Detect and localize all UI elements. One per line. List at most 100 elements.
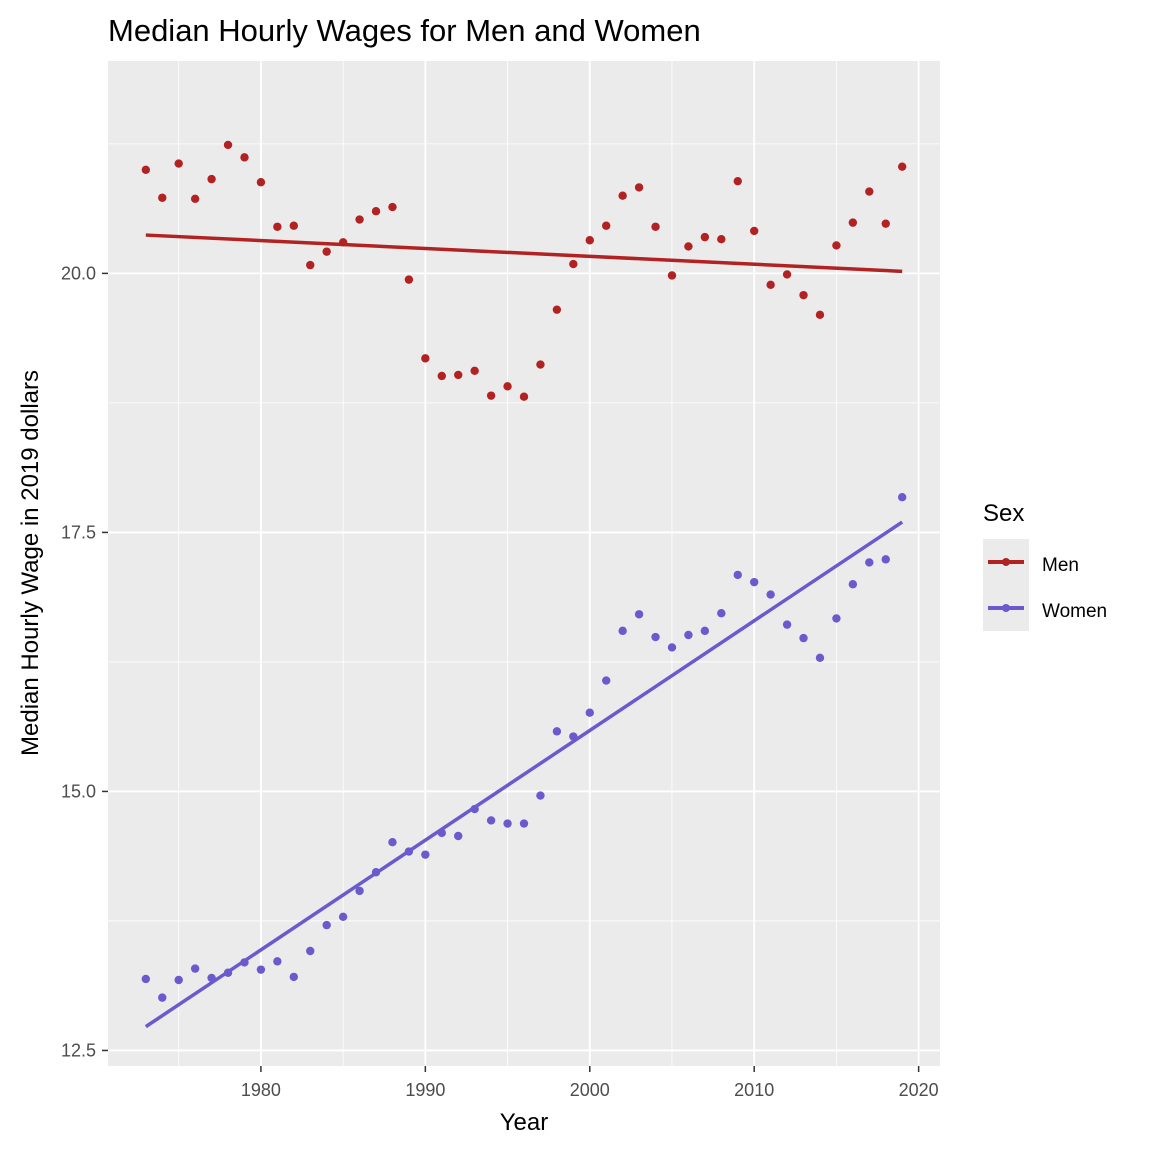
women-point	[306, 946, 315, 956]
y-axis-title: Median Hourly Wage in 2019 dollars	[17, 370, 44, 756]
women-trend-line	[144, 520, 904, 1029]
x-tick-label: 2020	[899, 1080, 939, 1100]
y-tick-label: 17.5	[61, 522, 96, 542]
women-point	[437, 828, 446, 838]
women-point	[865, 558, 874, 567]
plot-panel	[108, 61, 940, 1066]
men-point	[848, 218, 858, 227]
men-point	[207, 174, 216, 184]
men-point	[602, 221, 611, 230]
men-point	[749, 226, 759, 236]
women-point	[273, 957, 282, 966]
tick-labels: 1980 1990 2000 2010 2020 12.5 15.0 17.5 20.0	[61, 263, 939, 1100]
legend-label-women: Women	[1042, 601, 1107, 622]
women-point	[766, 590, 775, 599]
men-point	[684, 242, 693, 251]
men-point	[700, 232, 710, 242]
men-point	[618, 191, 627, 200]
women-point	[832, 614, 841, 623]
women-point	[190, 964, 200, 973]
men-point	[355, 215, 364, 224]
men-point	[371, 207, 381, 216]
women-point	[470, 804, 479, 814]
women-point	[519, 819, 529, 828]
women-point	[848, 580, 858, 589]
men-point	[536, 360, 545, 369]
men-point	[766, 280, 775, 289]
legend-label-men: Men	[1042, 555, 1079, 576]
men-point	[667, 271, 677, 280]
men-point	[421, 354, 430, 363]
men-point	[881, 219, 890, 228]
men-point	[190, 194, 200, 203]
men-point	[717, 235, 726, 244]
women-point	[322, 920, 331, 930]
x-axis-title: Year	[500, 1109, 549, 1136]
men-point	[733, 176, 742, 186]
legend-key-women-point	[1002, 604, 1010, 612]
men-point	[799, 290, 808, 300]
men-point	[832, 241, 841, 250]
women-point	[602, 676, 611, 685]
women-point	[881, 555, 890, 564]
women-point	[667, 643, 677, 652]
women-point	[684, 630, 693, 640]
men-trend-line	[145, 233, 903, 274]
men-point	[503, 382, 512, 391]
men-point	[569, 259, 578, 269]
men-point	[174, 159, 183, 168]
men-point	[651, 222, 660, 231]
women-point	[338, 912, 348, 922]
men-point	[322, 247, 331, 256]
men-point	[158, 193, 167, 202]
women-point	[782, 620, 792, 629]
women-point	[585, 708, 594, 717]
men-point	[486, 391, 496, 400]
men-point	[338, 238, 348, 247]
men-point	[289, 221, 299, 230]
women-point	[503, 819, 512, 828]
men-point	[223, 140, 233, 150]
men-point	[865, 187, 874, 196]
men-point	[141, 165, 151, 174]
women-point	[289, 972, 299, 982]
men-point	[897, 162, 907, 171]
women-point	[733, 570, 742, 580]
x-tick-label: 2000	[570, 1080, 610, 1100]
women-point	[749, 577, 759, 587]
men-point	[404, 275, 414, 284]
men-point	[454, 370, 463, 380]
women-point	[815, 653, 825, 662]
trend-lines	[144, 233, 904, 1029]
legend-key-men-point	[1002, 558, 1010, 566]
women-point	[421, 850, 430, 859]
men-point	[585, 236, 594, 245]
grid-minor	[108, 61, 940, 1066]
men-point	[240, 153, 249, 162]
legend-title: Sex	[983, 500, 1024, 527]
y-tick-label: 12.5	[61, 1040, 96, 1060]
men-point	[470, 366, 479, 375]
men-point	[634, 183, 644, 192]
x-tick-label: 1990	[405, 1080, 445, 1100]
x-tick-label: 2010	[734, 1080, 774, 1100]
women-point	[223, 968, 233, 977]
men-point	[552, 305, 562, 314]
women-point	[158, 993, 167, 1002]
women-point	[454, 831, 463, 841]
women-point	[207, 973, 216, 983]
women-point	[897, 492, 907, 502]
men-point	[273, 222, 282, 231]
women-point	[618, 626, 627, 636]
men-point	[306, 260, 315, 270]
men-point	[437, 371, 446, 381]
women-point	[569, 732, 578, 741]
women-point	[240, 958, 249, 967]
women-point	[256, 965, 266, 974]
women-point	[717, 609, 726, 618]
women-point	[141, 974, 151, 984]
women-point	[404, 847, 414, 856]
women-point	[388, 838, 397, 847]
grid-major	[108, 61, 940, 1066]
men-point	[388, 202, 397, 212]
